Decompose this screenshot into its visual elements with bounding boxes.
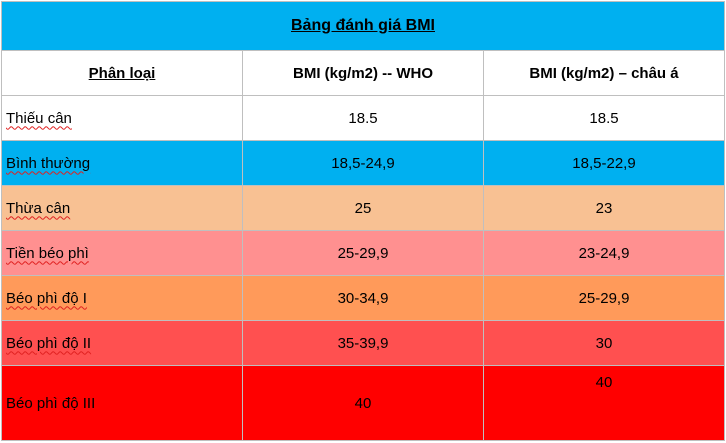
category-label: Thiếu cân <box>6 109 72 127</box>
table-title-row: Bảng đánh giá BMI <box>1 1 725 51</box>
cell-category: Thiếu cân <box>1 95 243 141</box>
table-row: Tiền béo phì 25-29,9 23-24,9 <box>1 230 725 276</box>
cell-category: Béo phì độ II <box>1 320 243 366</box>
cell-bmi-who: 35-39,9 <box>242 320 484 366</box>
table-header-row: Phân loại BMI (kg/m2) -- WHO BMI (kg/m2)… <box>1 50 725 96</box>
header-category: Phân loại <box>1 50 243 96</box>
cell-bmi-asia: 30 <box>483 320 725 366</box>
cell-bmi-asia: 18.5 <box>483 95 725 141</box>
category-label: Bình thường <box>6 154 91 172</box>
table-row: Thừa cân 25 23 <box>1 185 725 231</box>
cell-bmi-asia: 23 <box>483 185 725 231</box>
cell-bmi-who: 18.5 <box>242 95 484 141</box>
header-bmi-asia: BMI (kg/m2) – châu á <box>483 50 725 96</box>
cell-bmi-asia: 40 <box>483 365 725 441</box>
table-row: Bình thường 18,5-24,9 18,5-22,9 <box>1 140 725 186</box>
cell-category: Thừa cân <box>1 185 243 231</box>
category-label: Thừa cân <box>6 199 71 217</box>
header-bmi-who: BMI (kg/m2) -- WHO <box>242 50 484 96</box>
table-row: Béo phì độ I 30-34,9 25-29,9 <box>1 275 725 321</box>
cell-category: Bình thường <box>1 140 243 186</box>
cell-bmi-who: 30-34,9 <box>242 275 484 321</box>
cell-bmi-who: 18,5-24,9 <box>242 140 484 186</box>
table-title: Bảng đánh giá BMI <box>291 17 435 34</box>
category-label: Béo phì độ I <box>6 289 87 307</box>
cell-bmi-who: 40 <box>242 365 484 441</box>
cell-bmi-who: 25 <box>242 185 484 231</box>
cell-bmi-who: 25-29,9 <box>242 230 484 276</box>
category-label: Béo phì độ II <box>6 334 92 352</box>
table-title-cell: Bảng đánh giá BMI <box>1 1 725 51</box>
cell-bmi-asia: 18,5-22,9 <box>483 140 725 186</box>
table-row: Béo phì độ III 40 40 <box>1 365 725 441</box>
cell-bmi-asia: 23-24,9 <box>483 230 725 276</box>
cell-category: Béo phì độ I <box>1 275 243 321</box>
cell-category: Béo phì độ III <box>1 365 243 441</box>
table-row: Béo phì độ II 35-39,9 30 <box>1 320 725 366</box>
cell-bmi-asia: 25-29,9 <box>483 275 725 321</box>
category-label: Béo phì độ III <box>6 394 96 412</box>
category-label: Tiền béo phì <box>6 244 89 262</box>
table-row: Thiếu cân 18.5 18.5 <box>1 95 725 141</box>
cell-category: Tiền béo phì <box>1 230 243 276</box>
